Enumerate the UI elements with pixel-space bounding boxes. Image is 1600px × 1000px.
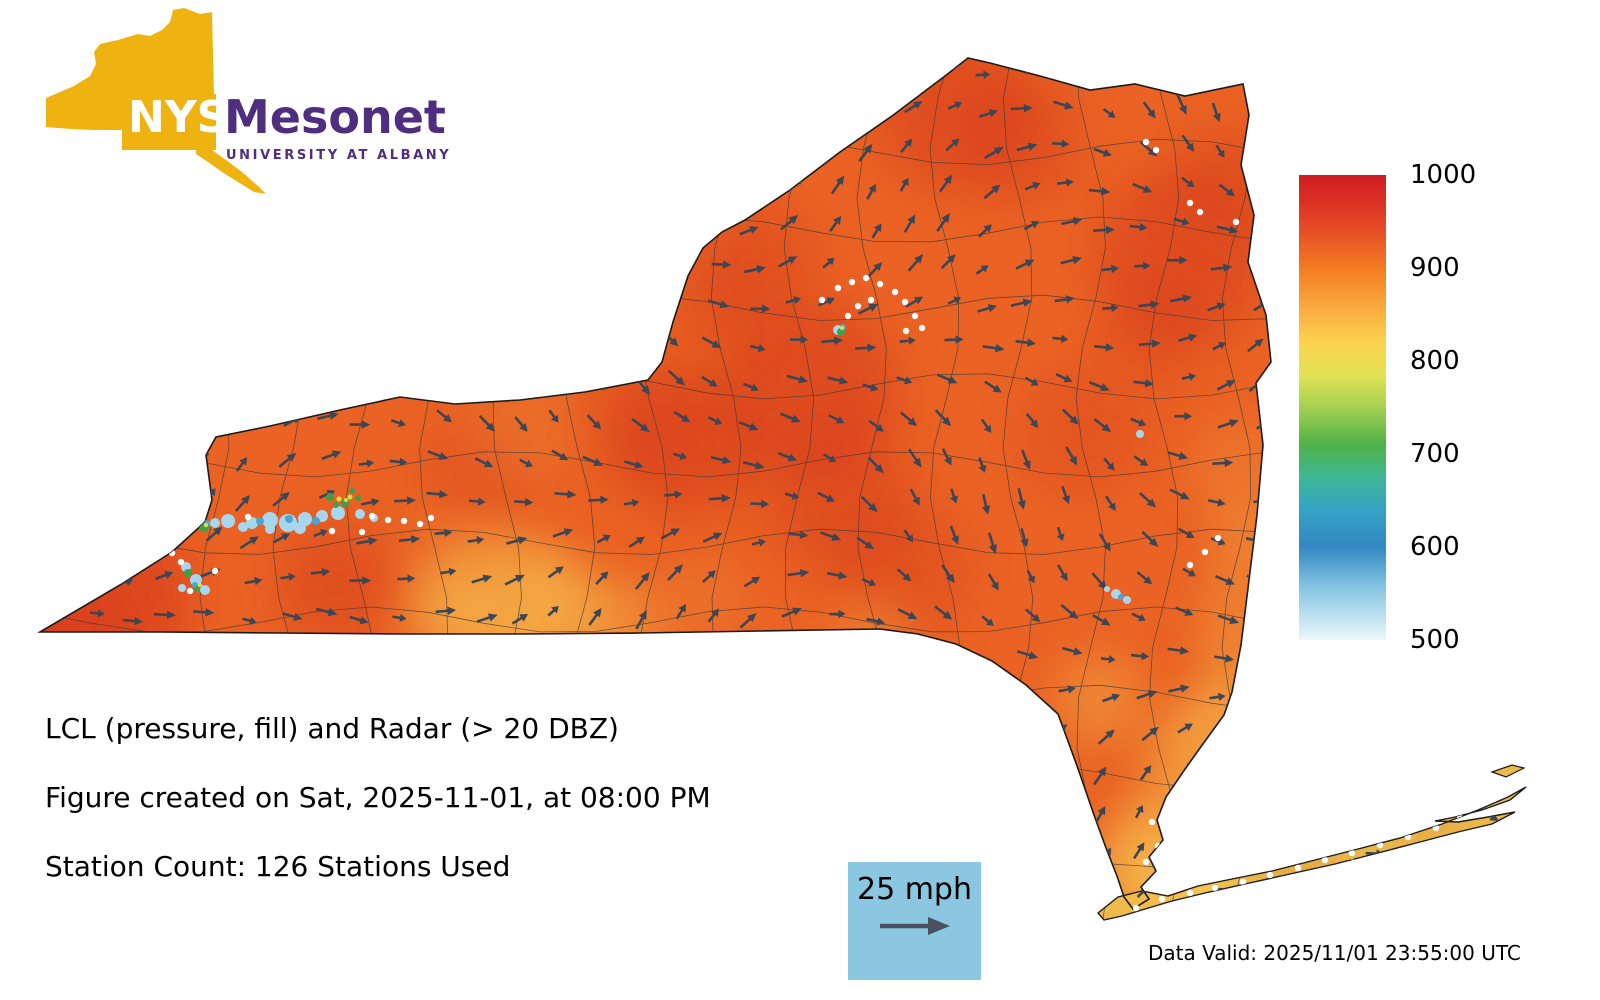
colorbar-tick-label: 600 [1410, 532, 1460, 562]
wind-speed-legend: 25 mph [848, 862, 981, 980]
wind-speed-label: 25 mph [857, 872, 972, 907]
logo-nys-text: NYS [128, 92, 229, 143]
station-count-text: Station Count: 126 Stations Used [45, 850, 511, 883]
island-fill [1492, 765, 1524, 777]
long-island-outline [1096, 786, 1527, 921]
logo-mesonet-text: Mesonet [224, 90, 446, 144]
island-outline [1490, 764, 1526, 778]
colorbar-tick-label: 800 [1410, 346, 1460, 376]
colorbar-tick-label: 1000 [1410, 160, 1477, 190]
pressure-colorbar [1299, 175, 1386, 640]
figure-captions: LCL (pressure, fill) and Radar (> 20 DBZ… [45, 712, 711, 919]
colorbar-tick-label: 900 [1410, 253, 1460, 283]
nys-mesonet-logo: NYS Mesonet UNIVERSITY AT ALBANY [28, 0, 458, 215]
figure-created-text: Figure created on Sat, 2025-11-01, at 08… [45, 781, 711, 814]
radar-echo-layer [168, 138, 1464, 912]
colorbar-tick-label: 700 [1410, 439, 1460, 469]
state-outline [37, 57, 1272, 911]
logo-nys-background [122, 94, 216, 150]
wind-arrow-icon [879, 917, 950, 935]
colorbar-tick-label: 500 [1410, 625, 1460, 655]
figure-title: LCL (pressure, fill) and Radar (> 20 DBZ… [45, 712, 619, 745]
logo-subtitle-text: UNIVERSITY AT ALBANY [226, 148, 452, 163]
data-valid-timestamp: Data Valid: 2025/11/01 23:55:00 UTC [1148, 941, 1521, 965]
